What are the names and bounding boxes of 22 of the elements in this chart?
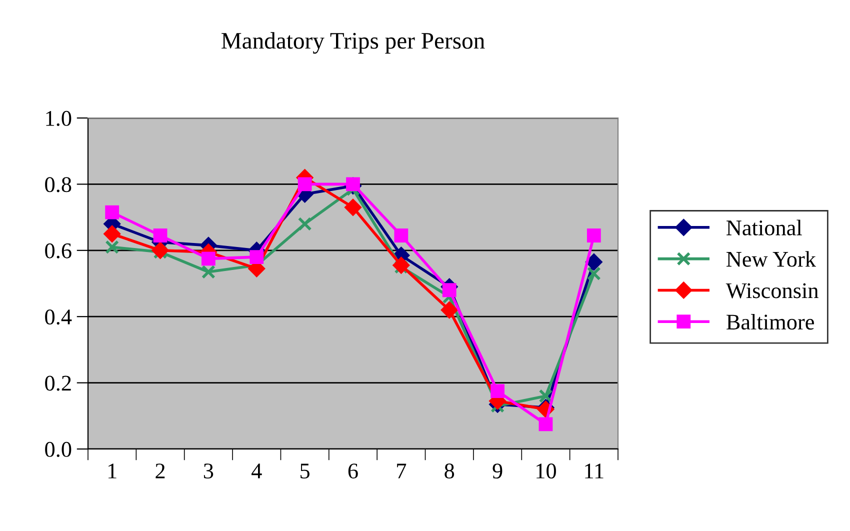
- x-tick-label: 2: [156, 464, 165, 478]
- legend-label: New York: [726, 251, 816, 267]
- y-tick-label: 0.6: [45, 243, 72, 258]
- legend-label: National: [726, 220, 802, 236]
- legend-label: Baltimore: [726, 314, 814, 330]
- x-tick-label: 11: [585, 464, 604, 478]
- y-tick-label: 0.2: [45, 376, 71, 391]
- legend-label: Wisconsin: [726, 283, 818, 298]
- y-tick-label: 0.4: [45, 310, 72, 325]
- y-tick-label: 0.0: [45, 442, 72, 458]
- x-tick-label: 10: [536, 464, 556, 479]
- x-tick-label: 7: [397, 464, 406, 478]
- chart-title: Mandatory Trips per Person: [222, 32, 485, 54]
- x-tick-label: 6: [348, 464, 358, 479]
- x-tick-label: 3: [204, 464, 214, 479]
- x-tick-label: 4: [252, 464, 262, 478]
- y-tick-label: 0.8: [45, 177, 72, 192]
- x-tick-label: 5: [300, 464, 310, 479]
- x-tick-label: 1: [108, 464, 116, 478]
- x-tick-label: 9: [492, 464, 502, 479]
- x-tick-label: 8: [444, 464, 454, 479]
- y-tick-label: 1.0: [46, 110, 72, 126]
